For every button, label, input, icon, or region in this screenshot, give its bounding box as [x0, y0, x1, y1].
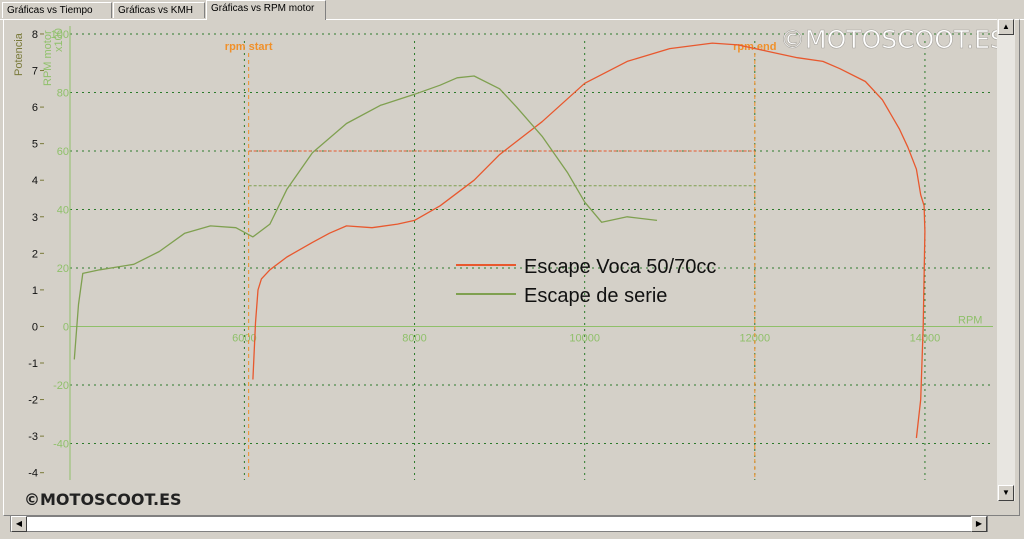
y-tick-label: -2: [28, 395, 38, 407]
scroll-left-button[interactable]: ◀: [11, 516, 27, 532]
y-tick-label: 1: [32, 285, 38, 297]
plot-background: [11, 23, 997, 503]
vertical-scrollbar[interactable]: ▲ ▼: [997, 19, 1015, 501]
legend-label: Escape de serie: [524, 285, 667, 307]
x-axis-title: RPM: [958, 314, 982, 326]
y-tick-label: 6: [32, 102, 38, 114]
y2-tick-label: 40: [57, 204, 69, 216]
y-tick-label: 0: [32, 321, 38, 333]
y-tick-label: 2: [32, 248, 38, 260]
grid-lines: [70, 33, 993, 480]
y2-tick-label: 60: [57, 146, 69, 158]
x-tick-label: 14000: [910, 332, 941, 344]
legend-label: Escape Voca 50/70cc: [524, 256, 716, 278]
scroll-down-button[interactable]: ▼: [998, 485, 1014, 501]
y-tick-label: 5: [32, 139, 38, 151]
series-line-serie: [73, 75, 658, 360]
y2-tick-label: -40: [53, 438, 69, 450]
chart-panel: [3, 19, 1020, 516]
y2-tick-label: 80: [57, 87, 69, 99]
y-axis-title: Potencia: [13, 32, 25, 76]
y-tick-label: 3: [32, 212, 38, 224]
y-tick-label: -1: [28, 358, 38, 370]
tab-graficas-vs-kmh[interactable]: Gráficas vs KMH: [113, 2, 205, 18]
y2-tick-label: -20: [53, 380, 69, 392]
tab-graficas-vs-tiempo[interactable]: Gráficas vs Tiempo: [2, 2, 112, 18]
x-tick-label: 6000: [232, 332, 256, 344]
axes: -4 -3 -2 -1 0 1 2 3 4 5 6 7 8 -40 -20 0 20 40 60 80 100 6000 8…: [13, 26, 993, 480]
series-lines: [73, 42, 926, 439]
y-tick-label: -3: [28, 431, 38, 443]
scroll-right-button[interactable]: ▶: [971, 516, 987, 532]
x-tick-label: 8000: [402, 332, 426, 344]
y2-tick-label: 20: [57, 263, 69, 275]
watermark-top: ©MOTOSCOOT.ES: [780, 25, 1006, 54]
scroll-up-button[interactable]: ▲: [998, 19, 1014, 35]
y-tick-label: 7: [32, 66, 38, 78]
y2-tick-label: 0: [63, 321, 69, 333]
annotations: rpm start rpm end: [225, 41, 777, 480]
x-tick-label: 10000: [569, 332, 600, 344]
rpm-end-label: rpm end: [733, 41, 776, 53]
watermark-bottom: ©MOTOSCOOT.ES: [24, 490, 182, 509]
horizontal-scrollbar[interactable]: ◀ ▶: [10, 516, 988, 532]
rpm-start-label: rpm start: [225, 41, 273, 53]
legend: Escape Voca 50/70cc Escape de serie: [456, 256, 716, 307]
y2-tick-label: 100: [51, 29, 69, 41]
tab-bar: Gráficas vs Tiempo Gráficas vs KMH Gráfi…: [0, 0, 1024, 20]
y-tick-label: 8: [32, 29, 38, 41]
x-tick-label: 12000: [740, 332, 771, 344]
y-tick-label: -4: [28, 468, 38, 480]
y2-axis-title: RPM motor: [42, 30, 54, 86]
y-tick-label: 4: [32, 175, 38, 187]
tab-graficas-vs-rpm-motor[interactable]: Gráficas vs RPM motor: [206, 0, 326, 20]
y2-axis-subtitle: x100: [53, 28, 65, 52]
series-line-voca: [252, 42, 926, 439]
